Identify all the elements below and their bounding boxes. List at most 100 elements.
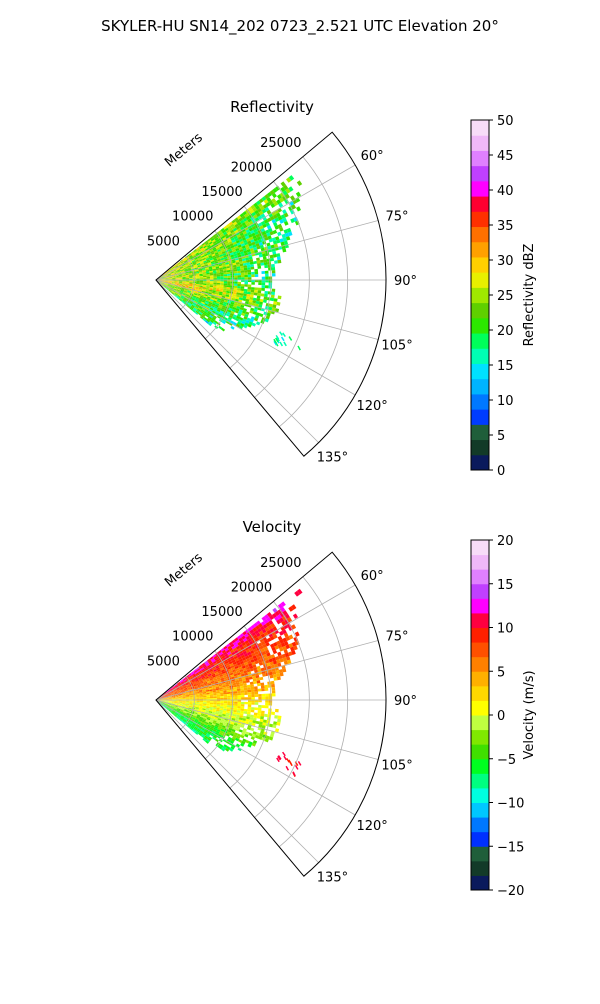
radar-gate xyxy=(247,289,251,292)
range-tick-label: 5000 xyxy=(147,654,180,669)
radar-gate xyxy=(224,703,228,705)
radar-gate xyxy=(224,283,228,285)
radar-gate xyxy=(245,697,248,699)
radar-gate xyxy=(241,690,245,693)
radar-gate xyxy=(272,289,276,292)
radar-gate xyxy=(262,705,266,708)
radar-gate xyxy=(265,285,269,288)
radar-gate xyxy=(240,289,244,292)
radar-gate xyxy=(227,276,231,278)
radar-gate xyxy=(270,258,274,262)
radar-gate xyxy=(248,272,252,275)
radar-gate xyxy=(234,708,238,710)
radar-gate xyxy=(274,260,278,264)
radar-gate xyxy=(248,704,252,707)
colorbar-swatch xyxy=(471,598,489,613)
azimuth-tick-label: 90° xyxy=(394,694,417,709)
radar-gate xyxy=(251,697,254,700)
radar-gate xyxy=(224,696,228,698)
radar-gate xyxy=(251,282,255,285)
azimuth-tick-label: 135° xyxy=(317,870,348,885)
radar-gate xyxy=(241,277,244,279)
radar-echo xyxy=(283,752,286,756)
radar-gate xyxy=(277,260,281,264)
radar-gate xyxy=(217,281,221,283)
radar-gate xyxy=(227,285,231,287)
radar-gate xyxy=(238,697,241,699)
radar-gate xyxy=(213,281,217,283)
radar-gate xyxy=(196,281,199,282)
radar-gate xyxy=(254,269,258,272)
radar-gate xyxy=(250,292,254,295)
radar-gate xyxy=(268,291,272,294)
colorbar-swatch xyxy=(471,540,489,555)
radar-gate xyxy=(234,271,238,273)
colorbar-swatch xyxy=(471,424,489,440)
radar-gate xyxy=(255,272,259,275)
radar-gate xyxy=(224,281,228,283)
radar-gate xyxy=(220,276,224,278)
radar-gate xyxy=(203,281,206,282)
colorbar-label: Velocity (m/s) xyxy=(522,670,537,759)
radar-echo xyxy=(284,756,286,760)
colorbar-swatch xyxy=(471,379,489,395)
colorbar-tick-label: 15 xyxy=(497,578,514,593)
radar-gate xyxy=(268,264,272,267)
radar-gate xyxy=(272,273,276,276)
radar-gate xyxy=(260,260,264,263)
radar-gate xyxy=(251,687,255,690)
radar-gate xyxy=(227,282,231,284)
radar-gate xyxy=(251,290,255,293)
radar-gate xyxy=(213,695,217,697)
radar-gate xyxy=(230,326,234,330)
radar-gate xyxy=(274,715,278,719)
radar-gate xyxy=(217,701,221,703)
radar-gate xyxy=(254,707,258,710)
azimuth-spoke xyxy=(156,280,355,395)
radar-gate xyxy=(210,275,214,277)
azimuth-spoke xyxy=(156,280,378,340)
panel-title: Velocity xyxy=(243,518,302,536)
radar-gate xyxy=(271,264,275,267)
radar-gate xyxy=(234,288,238,290)
radar-gate xyxy=(269,276,273,279)
radar-gate xyxy=(210,695,214,697)
radar-gate xyxy=(261,271,265,274)
colorbar-swatch xyxy=(471,875,489,890)
radar-gate xyxy=(227,692,231,694)
range-axis-label: Meters xyxy=(162,550,206,590)
radar-gate xyxy=(241,704,245,706)
colorbar-swatch xyxy=(471,628,489,643)
radar-gate xyxy=(241,697,244,699)
radar-gate xyxy=(244,690,248,693)
radar-gate xyxy=(268,285,272,288)
radar-gate xyxy=(261,685,265,688)
radar-gate xyxy=(241,284,245,286)
radar-gate xyxy=(234,273,238,275)
radar-gate xyxy=(271,681,275,685)
radar-gate xyxy=(237,704,241,706)
radar-gate xyxy=(227,694,231,696)
radar-gate xyxy=(234,286,238,288)
radar-gate xyxy=(220,703,224,705)
azimuth-tick-label: 75° xyxy=(386,209,409,224)
radar-gate xyxy=(267,714,271,717)
range-tick-label: 10000 xyxy=(172,630,213,645)
radar-gate xyxy=(248,275,252,278)
radar-gate xyxy=(269,693,273,696)
colorbar-swatch xyxy=(471,348,489,364)
radar-gate xyxy=(224,285,228,287)
azimuth-tick-label: 120° xyxy=(356,399,387,414)
radar-gate xyxy=(248,695,252,698)
radar-gate xyxy=(265,705,269,708)
radar-gate xyxy=(251,702,255,705)
radar-gate xyxy=(247,709,251,712)
radar-gate xyxy=(213,698,216,700)
radar-gate xyxy=(260,682,264,685)
radar-gate xyxy=(267,261,271,264)
range-tick-label: 25000 xyxy=(260,556,301,571)
radar-gate xyxy=(256,321,260,325)
range-tick-label: 20000 xyxy=(231,160,272,175)
